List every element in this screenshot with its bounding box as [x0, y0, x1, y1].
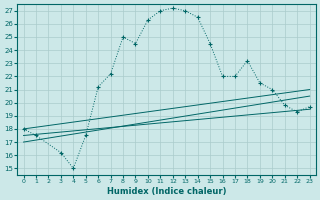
- X-axis label: Humidex (Indice chaleur): Humidex (Indice chaleur): [107, 187, 226, 196]
